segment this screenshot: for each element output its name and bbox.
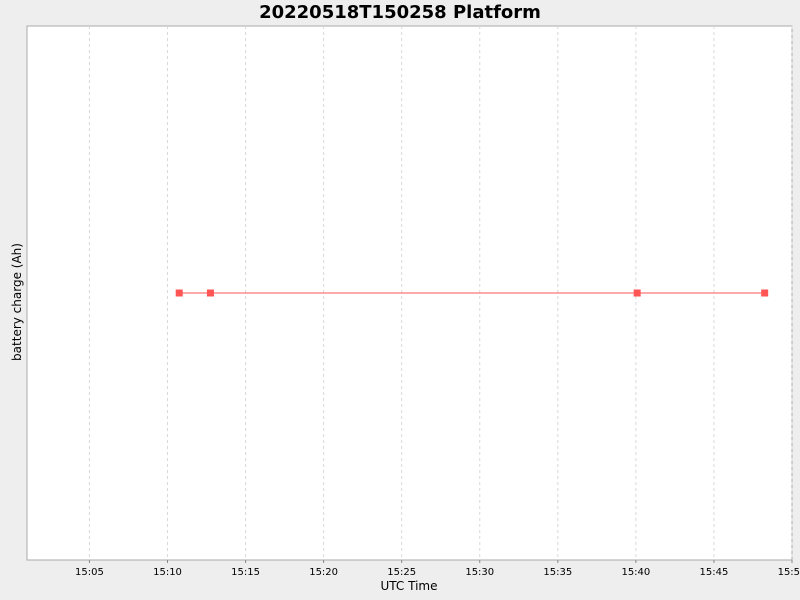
x-tick-label: 15:20: [309, 567, 338, 578]
x-tick-label: 15:25: [387, 567, 416, 578]
x-tick-label: 15:10: [153, 567, 182, 578]
x-tick-label: 15:45: [700, 567, 729, 578]
x-tick-label: 15:05: [75, 567, 104, 578]
data-point-marker: [206, 289, 214, 297]
x-axis-label: UTC Time: [381, 579, 438, 593]
data-point-marker: [761, 289, 769, 297]
data-point-marker: [633, 289, 641, 297]
series-layer: [175, 289, 769, 297]
x-tick-label: 15:35: [543, 567, 572, 578]
x-tick-label: 15:50: [778, 567, 800, 578]
x-axis-ticks: 15:05 15:10 15:15 15:20 15:25 15:30 15:35 15:40…: [75, 560, 800, 578]
x-tick-label: 15:40: [621, 567, 650, 578]
y-axis-label: battery charge (Ah): [10, 243, 24, 361]
data-point-marker: [175, 289, 183, 297]
x-tick-label: 15:15: [231, 567, 260, 578]
chart-title: 20220518T150258 Platform: [259, 2, 541, 23]
x-tick-label: 15:30: [465, 567, 494, 578]
